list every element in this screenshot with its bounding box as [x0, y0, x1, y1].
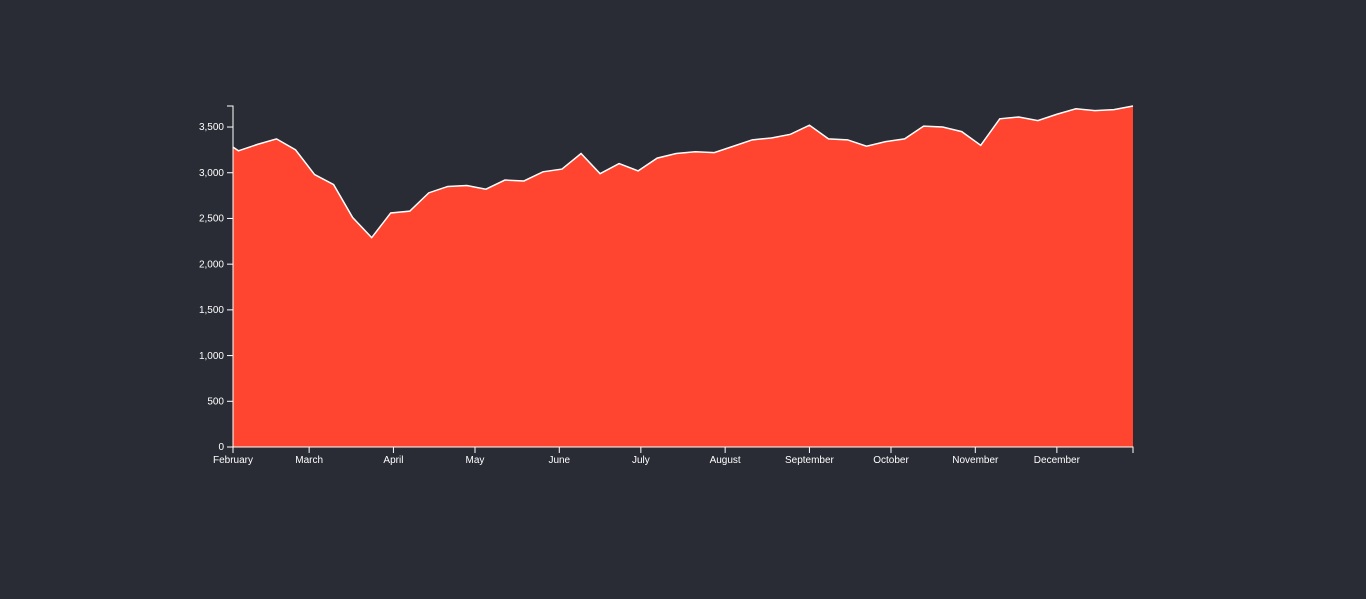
x-tick-label: August	[710, 455, 741, 466]
x-axis-domain	[232, 446, 1134, 453]
x-tick-label: April	[383, 455, 403, 466]
y-tick-label: 2,000	[199, 259, 224, 270]
y-tick-label: 0	[218, 442, 224, 453]
x-tick-label: March	[295, 455, 323, 466]
x-tick-label: October	[873, 455, 909, 466]
plot-area	[232, 105, 1134, 447]
y-axis: 0 500 1,000 1,500 2,000 2,500 3,000 3,500	[199, 105, 234, 453]
y-tick-label: 1,000	[199, 351, 224, 362]
x-tick-label: May	[466, 455, 485, 466]
y-tick-label: 3,000	[199, 168, 224, 179]
area-series	[233, 106, 1133, 447]
y-tick-label: 500	[207, 396, 224, 407]
y-axis-domain	[227, 105, 234, 448]
y-tick-label: 3,500	[199, 122, 224, 133]
x-tick-label: February	[213, 455, 253, 466]
x-axis: February March April May June July August Septe…	[213, 446, 1134, 466]
y-tick-label: 2,500	[199, 214, 224, 225]
x-tick-label: June	[548, 455, 570, 466]
x-tick-label: September	[785, 455, 835, 466]
x-tick-label: July	[632, 455, 650, 466]
area-series-line	[232, 105, 1134, 239]
x-tick-label: November	[952, 455, 999, 466]
y-tick-label: 1,500	[199, 305, 224, 316]
x-tick-label: December	[1034, 455, 1081, 466]
